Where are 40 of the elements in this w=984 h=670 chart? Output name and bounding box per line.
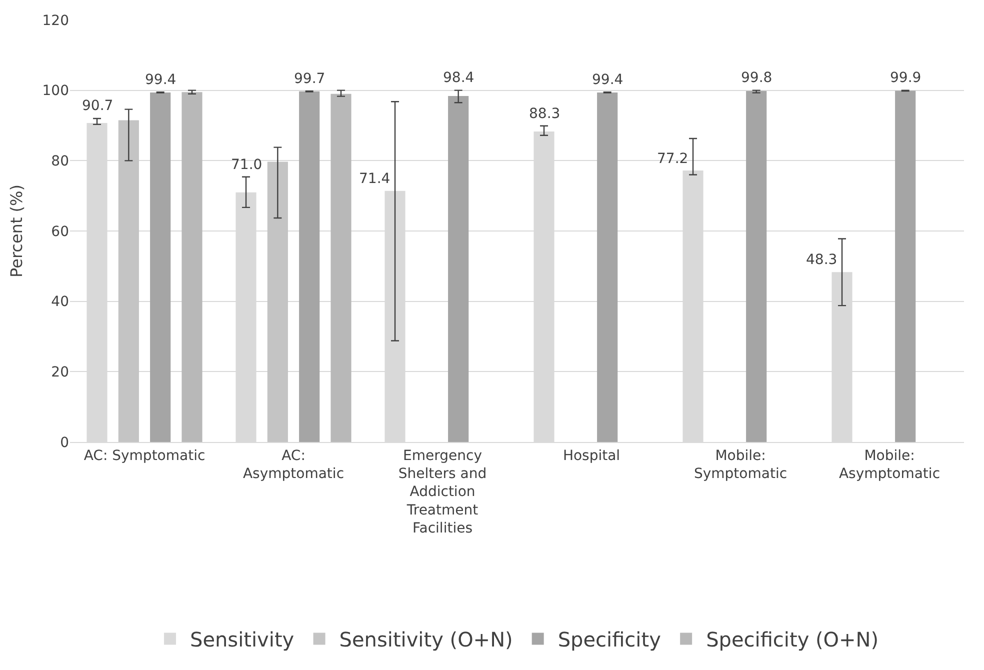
legend-label: Specificity [558, 628, 662, 652]
data-label: 77.2 [657, 151, 688, 167]
x-tick-label: Mobile: Asymptomatic [838, 448, 940, 482]
data-label: 90.7 [82, 98, 114, 114]
x-tick-label: AC: Symptomatic [84, 448, 206, 464]
bar [448, 96, 469, 442]
x-tick-label: AC: Asymptomatic [242, 448, 344, 482]
y-tick-label: 120 [42, 12, 69, 29]
bar [182, 92, 202, 442]
bar [267, 162, 288, 442]
y-tick-label: 20 [51, 364, 69, 381]
data-label: 99.4 [592, 72, 624, 88]
y-tick-label: 80 [51, 154, 69, 170]
bar [746, 91, 767, 442]
data-label: 71.4 [359, 171, 390, 187]
y-tick-label: 100 [42, 83, 69, 100]
bar [118, 120, 139, 442]
y-tick-label: 0 [60, 434, 69, 451]
x-tick-label: Emergency Shelters and Addiction Treatment Facilities [398, 448, 487, 537]
data-label: 99.4 [145, 72, 176, 88]
bar [895, 90, 916, 442]
data-label: 88.3 [529, 106, 560, 122]
legend-label: Sensitivity (O+N) [339, 628, 513, 652]
data-label: 71.0 [231, 157, 262, 173]
x-tick-label: Mobile: Symptomatic [694, 448, 788, 482]
x-tick-label: Hospital [562, 448, 620, 464]
bar [299, 91, 320, 442]
y-axis-title: Percent (%) [7, 184, 26, 278]
data-label: 99.8 [741, 70, 772, 86]
y-tick-label: 60 [51, 224, 69, 240]
data-label: 99.7 [294, 71, 326, 87]
data-label: 48.3 [806, 252, 838, 268]
bar [597, 92, 618, 442]
bar [330, 94, 352, 442]
bar [150, 92, 171, 442]
legend-label: Sensitivity [190, 628, 294, 652]
y-tick-label: 40 [51, 294, 69, 310]
data-label: 98.4 [443, 70, 474, 86]
data-label: 99.9 [890, 70, 922, 86]
legend-label: Specificity (O+N) [706, 628, 879, 652]
